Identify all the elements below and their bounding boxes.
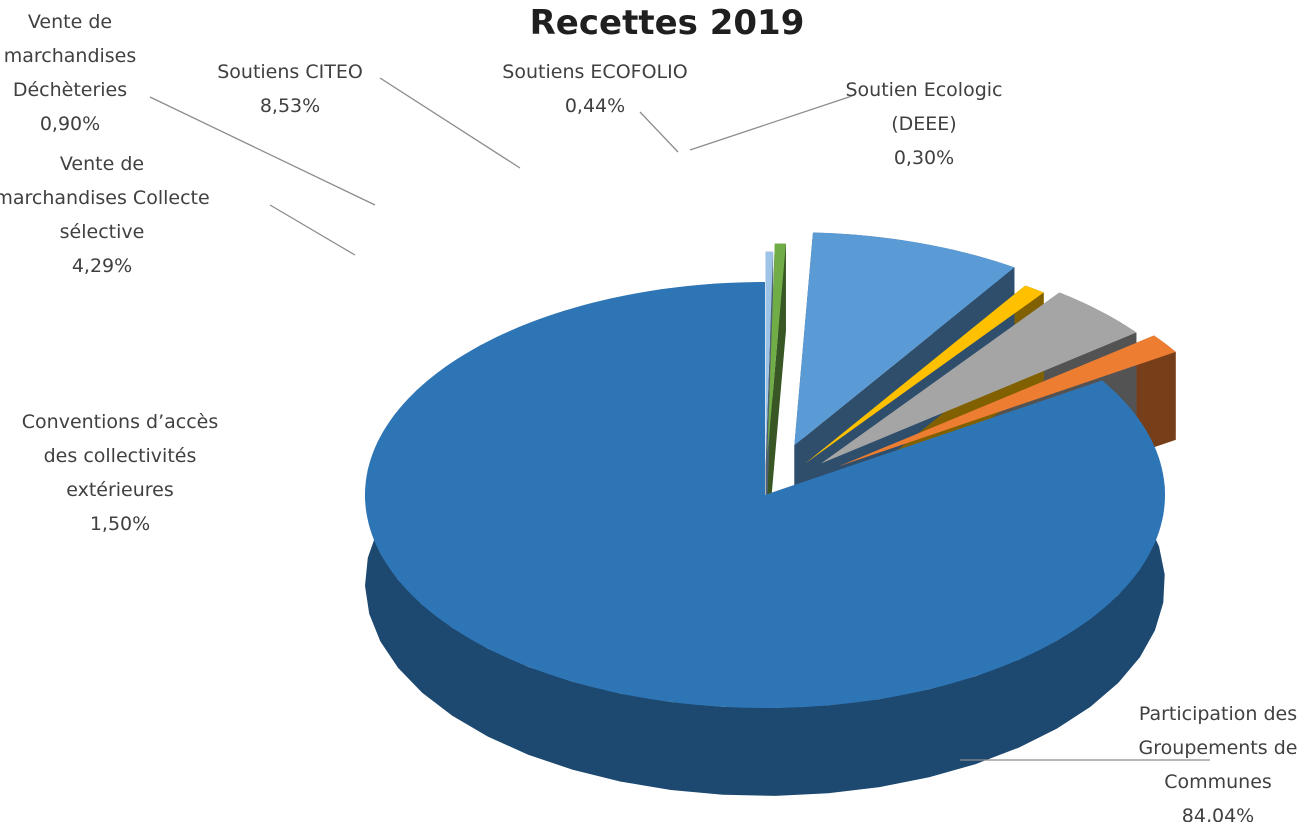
leader-line-5 xyxy=(639,111,679,153)
slice-wall-5-1 xyxy=(767,243,786,545)
pie-slice-1 xyxy=(838,335,1176,467)
pie-slices-layer xyxy=(364,232,1176,708)
data-label-name-0: Groupements de xyxy=(1139,737,1298,759)
data-label-name-2: sélective xyxy=(60,221,145,243)
data-labels: Participation des Groupements de Communes 8… xyxy=(0,11,1297,822)
data-label-value-2: 4,29% xyxy=(72,255,132,277)
pie-slice-4 xyxy=(794,232,1015,446)
data-label-name-6: Soutien Ecologic xyxy=(846,79,1003,101)
data-label-name-6: (DEEE) xyxy=(891,113,956,135)
chart-title: Recettes 2019 xyxy=(530,3,805,43)
pie-slice-5 xyxy=(767,243,786,457)
data-label-name-3: marchandises xyxy=(4,45,137,67)
data-label-value-4: 8,53% xyxy=(260,95,320,117)
pie-slice-3 xyxy=(805,285,1044,464)
leader-line-2 xyxy=(269,204,356,256)
leader-lines xyxy=(149,77,1210,761)
data-label-name-0: Communes xyxy=(1164,771,1272,793)
data-label-name-4: Soutiens CITEO xyxy=(217,61,363,83)
data-label-name-5: Soutiens ECOFOLIO xyxy=(502,61,687,83)
leader-line-3 xyxy=(149,96,376,206)
data-label-value-3: 0,90% xyxy=(40,113,100,135)
data-label-value-5: 0,44% xyxy=(565,95,625,117)
data-label-name-1: Conventions d’accès xyxy=(22,411,218,433)
pie-slice-2 xyxy=(820,292,1137,464)
data-label-name-1: des collectivités xyxy=(44,445,197,467)
data-label-name-3: Vente de xyxy=(28,11,112,33)
data-label-name-1: extérieures xyxy=(66,479,174,501)
pie-slice-0 xyxy=(364,282,1165,708)
data-label-name-3: Déchèteries xyxy=(13,79,127,101)
leader-line-6 xyxy=(689,95,853,151)
leader-line-4 xyxy=(379,77,521,169)
data-label-value-0: 84,04% xyxy=(1182,805,1254,822)
data-label-name-2: Vente de xyxy=(60,153,144,175)
data-label-name-2: marchandises Collecte xyxy=(0,187,210,209)
data-label-name-0: Participation des xyxy=(1139,703,1297,725)
pie-slice-6 xyxy=(765,251,774,465)
data-label-value-6: 0,30% xyxy=(894,147,954,169)
data-label-value-1: 1,50% xyxy=(90,513,150,535)
